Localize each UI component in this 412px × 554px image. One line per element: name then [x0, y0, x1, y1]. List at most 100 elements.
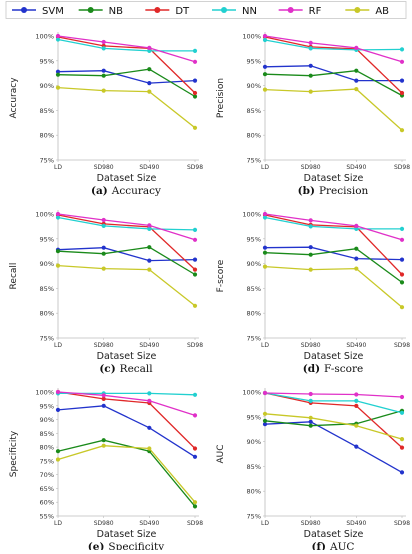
y-tick-label: 100% — [242, 389, 261, 397]
data-point-ab-sd98 — [192, 125, 198, 130]
data-point-ab-ld — [262, 411, 268, 416]
data-point-dt-sd980 — [101, 396, 106, 401]
panel-recall: 75% 80% 85% 90% 95% 100% LD SD980 SD490 SD98 Datas… — [9, 210, 203, 375]
data-point-svm-sd980 — [101, 68, 106, 73]
data-point-nb-sd98 — [192, 94, 198, 99]
data-point-svm-ld — [55, 69, 61, 74]
series-line-nb — [264, 70, 403, 97]
x-tick-label: SD98 — [394, 164, 410, 171]
series-line-svm — [57, 70, 196, 84]
series-line-rf — [57, 35, 196, 63]
data-point-svm-sd98 — [399, 257, 405, 262]
data-point-nn-sd98 — [192, 392, 198, 397]
data-point-rf-sd98 — [399, 394, 405, 400]
data-point-svm-ld — [262, 64, 268, 69]
legend-entry-rf: RF — [278, 6, 322, 17]
legend-label-dt: DT — [175, 6, 190, 17]
data-point-rf-sd980 — [101, 393, 106, 398]
data-point-nn-sd98 — [399, 410, 405, 415]
x-tick-label: SD980 — [94, 342, 114, 349]
y-axis-title: Specificity — [9, 430, 19, 477]
legend-label-ab: AB — [375, 6, 389, 17]
y-tick-label: 75% — [40, 457, 54, 465]
y-tick-label: 90% — [247, 260, 261, 268]
panel-caption-text: F-score — [324, 363, 363, 375]
data-point-rf-sd98 — [399, 59, 405, 64]
data-point-nb-sd98 — [192, 504, 198, 509]
series-line-ab — [264, 413, 403, 440]
data-point-rf-sd490 — [354, 223, 359, 228]
legend-label-nn: NN — [242, 6, 257, 17]
series-line-rf — [264, 392, 403, 398]
y-tick-label: 85% — [247, 107, 261, 115]
data-point-ab-sd490 — [354, 87, 359, 92]
data-point-rf-sd980 — [308, 218, 313, 223]
y-axis-title: Precision — [216, 78, 226, 118]
panel-specificity: 55% 60% 65% 70% 75% 80% 85% 90% 95% 100% LD SD980 SD… — [9, 388, 203, 553]
legend-marker-svm — [21, 7, 27, 13]
data-point-ab-sd980 — [101, 266, 106, 271]
panel-caption-text: AUC — [329, 541, 354, 550]
data-point-nb-sd490 — [354, 68, 359, 73]
y-tick-label: 65% — [40, 485, 54, 493]
data-point-nb-ld — [262, 250, 268, 255]
y-tick-label: 80% — [247, 488, 261, 496]
x-tick-label: LD — [261, 164, 269, 171]
data-point-dt-sd98 — [192, 90, 198, 96]
data-point-svm-ld — [262, 422, 268, 427]
legend-marker-rf — [287, 7, 294, 13]
x-tick-label: SD490 — [139, 164, 159, 171]
data-point-nb-sd490 — [354, 246, 359, 251]
data-point-dt-sd98 — [399, 272, 405, 277]
data-point-nb-sd490 — [147, 67, 152, 72]
series-line-dt — [57, 214, 196, 271]
x-axis-title: Dataset Size — [97, 351, 157, 362]
panel-caption-text: Specificity — [108, 541, 164, 550]
data-point-nb-sd980 — [308, 73, 313, 78]
legend-label-svm: SVM — [42, 6, 64, 17]
x-tick-label: SD980 — [301, 520, 321, 527]
legend-entry-nn: NN — [212, 6, 257, 17]
data-point-dt-sd98 — [399, 90, 405, 96]
panel-caption-letter: (c) — [99, 363, 115, 375]
x-tick-label: LD — [261, 342, 269, 349]
x-tick-label: SD490 — [139, 342, 159, 349]
x-tick-label: SD980 — [301, 342, 321, 349]
x-tick-label: SD980 — [94, 520, 114, 527]
y-tick-label: 100% — [35, 389, 54, 397]
x-tick-label: SD98 — [394, 342, 410, 349]
y-tick-label: 90% — [247, 82, 261, 90]
y-tick-label: 100% — [35, 33, 54, 41]
data-point-svm-sd98 — [399, 470, 405, 475]
series-line-dt — [264, 392, 403, 449]
y-tick-label: 100% — [242, 33, 261, 41]
y-tick-label: 85% — [40, 107, 54, 115]
data-point-nn-sd98 — [192, 48, 198, 54]
data-point-rf-sd98 — [399, 237, 405, 242]
y-tick-label: 95% — [247, 413, 261, 421]
data-point-svm-sd490 — [147, 258, 152, 263]
y-tick-label: 60% — [40, 499, 54, 507]
panel-precision: 75% 80% 85% 90% 95% 100% LD SD980 SD490 SD98 Datas… — [216, 32, 410, 197]
y-tick-label: 90% — [40, 82, 54, 90]
y-tick-label: 75% — [40, 157, 54, 165]
x-tick-label: SD98 — [187, 342, 203, 349]
legend-entry-nb: NB — [78, 6, 123, 17]
data-point-svm-sd490 — [354, 78, 359, 83]
data-point-rf-ld — [55, 389, 61, 395]
data-point-nn-sd98 — [399, 226, 405, 231]
y-tick-label: 95% — [40, 402, 54, 410]
x-axis-title: Dataset Size — [304, 529, 364, 540]
x-tick-label: LD — [54, 520, 62, 527]
data-point-rf-sd980 — [308, 391, 313, 397]
data-point-nn-sd490 — [147, 226, 152, 231]
data-point-rf-sd490 — [147, 223, 152, 228]
data-point-ab-sd980 — [101, 443, 106, 448]
data-point-nb-ld — [55, 249, 61, 254]
series-line-nn — [57, 216, 196, 231]
panel-caption: (c) Recall — [99, 363, 153, 375]
panel-f-score: 75% 80% 85% 90% 95% 100% LD SD980 SD490 SD98 Datas… — [216, 210, 410, 375]
data-point-rf-sd490 — [354, 392, 359, 397]
y-tick-label: 85% — [247, 285, 261, 293]
